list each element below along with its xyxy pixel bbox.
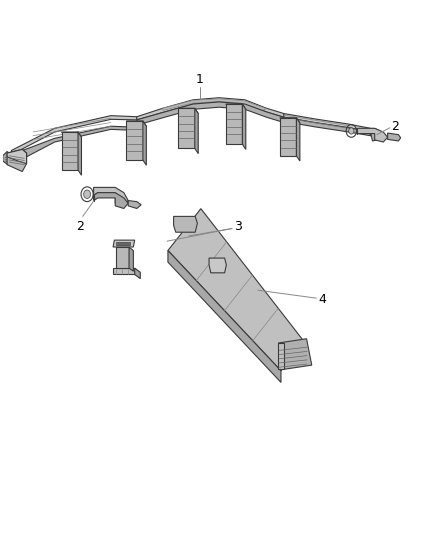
- Polygon shape: [7, 149, 27, 172]
- Polygon shape: [357, 128, 388, 142]
- Text: 1: 1: [196, 72, 204, 86]
- Polygon shape: [168, 251, 281, 382]
- Polygon shape: [280, 118, 297, 156]
- Polygon shape: [242, 104, 246, 149]
- Polygon shape: [143, 121, 146, 165]
- Polygon shape: [284, 114, 371, 132]
- Polygon shape: [3, 151, 11, 165]
- Polygon shape: [129, 247, 134, 271]
- Circle shape: [84, 190, 91, 198]
- Polygon shape: [371, 128, 379, 136]
- Polygon shape: [226, 104, 242, 144]
- Polygon shape: [200, 265, 205, 276]
- Polygon shape: [137, 102, 284, 125]
- Polygon shape: [226, 104, 246, 109]
- Polygon shape: [209, 258, 226, 273]
- Polygon shape: [127, 121, 143, 160]
- Polygon shape: [178, 238, 200, 244]
- Text: 3: 3: [234, 221, 242, 233]
- Polygon shape: [279, 343, 284, 369]
- Polygon shape: [78, 132, 81, 175]
- Polygon shape: [7, 149, 27, 164]
- Polygon shape: [284, 117, 371, 136]
- Polygon shape: [178, 265, 200, 272]
- Polygon shape: [163, 99, 267, 110]
- Polygon shape: [127, 121, 146, 126]
- Polygon shape: [173, 216, 198, 232]
- Text: 4: 4: [318, 293, 326, 306]
- Polygon shape: [297, 118, 300, 161]
- Polygon shape: [181, 239, 195, 243]
- Polygon shape: [62, 132, 78, 170]
- Circle shape: [349, 128, 354, 134]
- Polygon shape: [194, 244, 198, 269]
- Polygon shape: [178, 108, 195, 148]
- Polygon shape: [371, 128, 377, 141]
- Polygon shape: [11, 126, 137, 165]
- Polygon shape: [134, 268, 140, 279]
- Polygon shape: [181, 244, 194, 265]
- Polygon shape: [94, 192, 128, 208]
- Polygon shape: [388, 133, 401, 141]
- Polygon shape: [178, 108, 198, 114]
- Polygon shape: [128, 200, 141, 208]
- Polygon shape: [195, 108, 198, 154]
- Polygon shape: [168, 208, 304, 371]
- Polygon shape: [94, 188, 128, 206]
- Polygon shape: [137, 98, 284, 120]
- Polygon shape: [279, 339, 312, 369]
- Polygon shape: [116, 241, 130, 245]
- Polygon shape: [11, 116, 137, 155]
- Polygon shape: [62, 132, 81, 138]
- Text: 2: 2: [76, 220, 84, 233]
- Polygon shape: [116, 247, 129, 268]
- Text: 2: 2: [391, 120, 399, 133]
- Polygon shape: [113, 268, 134, 274]
- Polygon shape: [113, 240, 134, 247]
- Polygon shape: [280, 118, 300, 123]
